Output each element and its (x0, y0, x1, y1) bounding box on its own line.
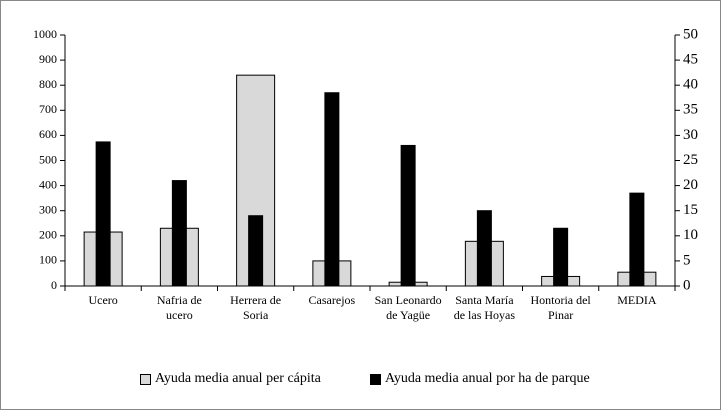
y-tick-label: 400 (39, 177, 57, 191)
legend-swatch (370, 373, 381, 385)
bar (629, 192, 645, 287)
bar (476, 210, 492, 287)
y-tick-label: 0 (51, 278, 57, 292)
bar (553, 227, 569, 287)
y2-tick-label: 35 (683, 102, 698, 118)
x-tick-label: Ucero (88, 293, 118, 307)
y2-tick-label: 15 (683, 202, 698, 218)
y-tick-label: 900 (39, 52, 57, 66)
y2-tick-label: 10 (683, 227, 698, 243)
legend-swatch (140, 373, 151, 385)
bar (95, 141, 111, 287)
legend-item: Ayuda media anual per cápita (140, 371, 321, 387)
legend-label: Ayuda media anual por ha de parque (385, 371, 590, 386)
x-tick-label: San Leonardo de Yagüe (374, 293, 442, 322)
y2-tick-label: 40 (683, 77, 698, 93)
x-tick-label: Santa María de las Hoyas (453, 293, 516, 322)
y-tick-label: 700 (39, 102, 57, 116)
y2-tick-label: 30 (683, 127, 698, 143)
x-tick-label: MEDIA (617, 293, 657, 307)
bar (236, 74, 276, 287)
y2-tick-label: 0 (683, 277, 691, 293)
x-tick-label: Nafria de ucero (156, 293, 202, 322)
x-tick-label: Herrera de Soria (230, 293, 282, 322)
y-tick-label: 1000 (33, 27, 57, 41)
y-tick-label: 300 (39, 202, 57, 216)
y2-tick-label: 20 (683, 177, 698, 193)
bar (400, 144, 416, 287)
y-tick-label: 200 (39, 228, 57, 242)
y2-tick-label: 50 (683, 26, 698, 42)
y2-tick-label: 5 (683, 252, 691, 268)
y2-tick-label: 25 (683, 152, 698, 168)
y2-tick-label: 45 (683, 52, 698, 68)
x-tick-label: Hontoria del Pinar (530, 293, 591, 322)
y-tick-label: 500 (39, 152, 57, 166)
legend-label: Ayuda media anual per cápita (155, 371, 321, 386)
bar (324, 92, 340, 287)
legend-item: Ayuda media anual por ha de parque (370, 371, 590, 387)
bar (248, 215, 264, 287)
y-tick-label: 100 (39, 253, 57, 267)
x-tick-label: Casarejos (308, 293, 356, 307)
y-tick-label: 600 (39, 127, 57, 141)
y-tick-label: 800 (39, 77, 57, 91)
bar (171, 180, 187, 287)
